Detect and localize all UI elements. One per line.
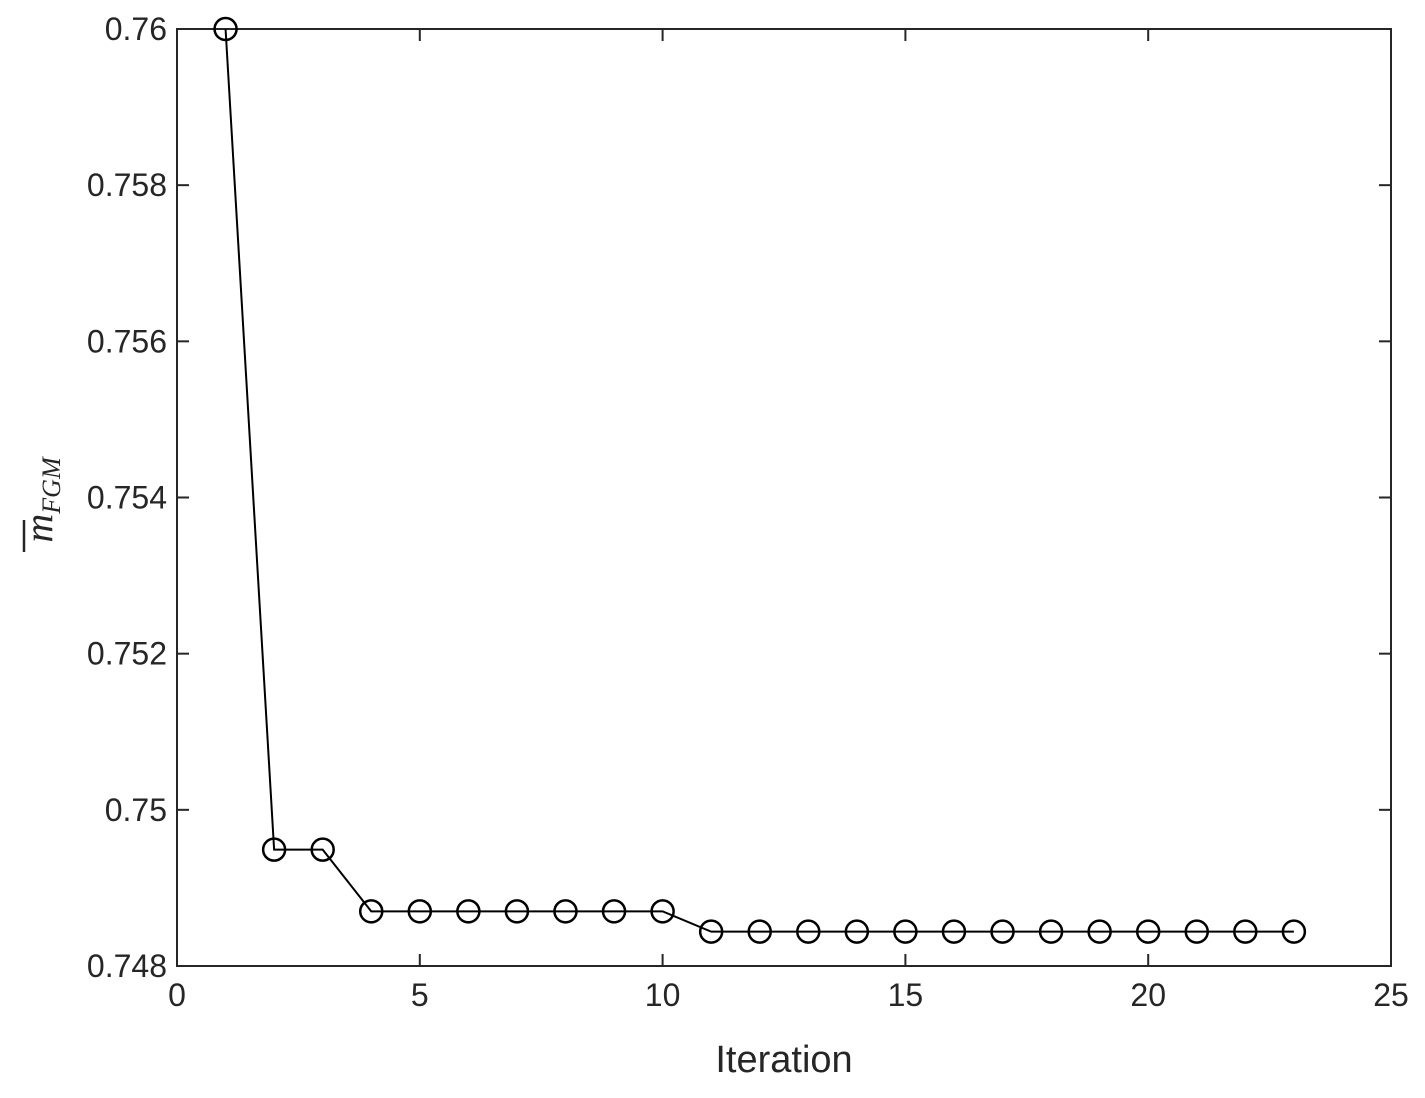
x-tick-label: 0	[168, 977, 186, 1013]
point-marker	[504, 899, 530, 924]
point-marker	[650, 899, 675, 924]
y-tick-label: 0.756	[87, 323, 167, 359]
point-marker	[941, 919, 967, 944]
point-marker	[358, 899, 384, 924]
point-marker	[1087, 919, 1112, 944]
y-tick-label: 0.754	[87, 480, 167, 516]
y-label-subscript: FGM	[37, 456, 66, 515]
point-marker	[844, 919, 870, 944]
y-tick-label: 0.76	[105, 11, 167, 47]
point-marker	[1184, 919, 1210, 944]
y-axis-label-text: mFGM	[16, 456, 66, 543]
point-marker	[990, 919, 1015, 944]
x-tick-label: 20	[1130, 977, 1166, 1013]
x-tick-label: 15	[888, 977, 924, 1013]
point-marker	[601, 899, 627, 924]
y-tick-label: 0.752	[87, 636, 167, 672]
point-marker	[747, 919, 772, 944]
point-marker	[407, 899, 433, 924]
plot-frame	[176, 28, 1392, 967]
point-marker	[1038, 919, 1064, 944]
point-marker	[553, 899, 578, 924]
point-marker	[456, 899, 481, 924]
x-tick-label: 25	[1373, 977, 1409, 1013]
point-marker	[796, 919, 821, 944]
point-marker	[261, 837, 287, 862]
point-marker	[1281, 919, 1307, 944]
point-marker	[1135, 919, 1161, 944]
point-marker	[698, 919, 724, 944]
y-axis-label: mFGM	[16, 456, 66, 552]
point-marker	[213, 16, 238, 42]
y-tick-label: 0.75	[105, 792, 167, 828]
y-tick-label: 0.748	[87, 948, 167, 984]
point-marker	[893, 919, 918, 944]
point-marker	[1233, 919, 1258, 944]
series-line	[224, 28, 1294, 933]
x-axis-label: Iteration	[715, 1039, 852, 1081]
x-tick-label: 10	[645, 977, 681, 1013]
x-tick-label: 5	[411, 977, 429, 1013]
point-marker	[310, 837, 335, 862]
y-tick-label: 0.758	[87, 167, 167, 203]
